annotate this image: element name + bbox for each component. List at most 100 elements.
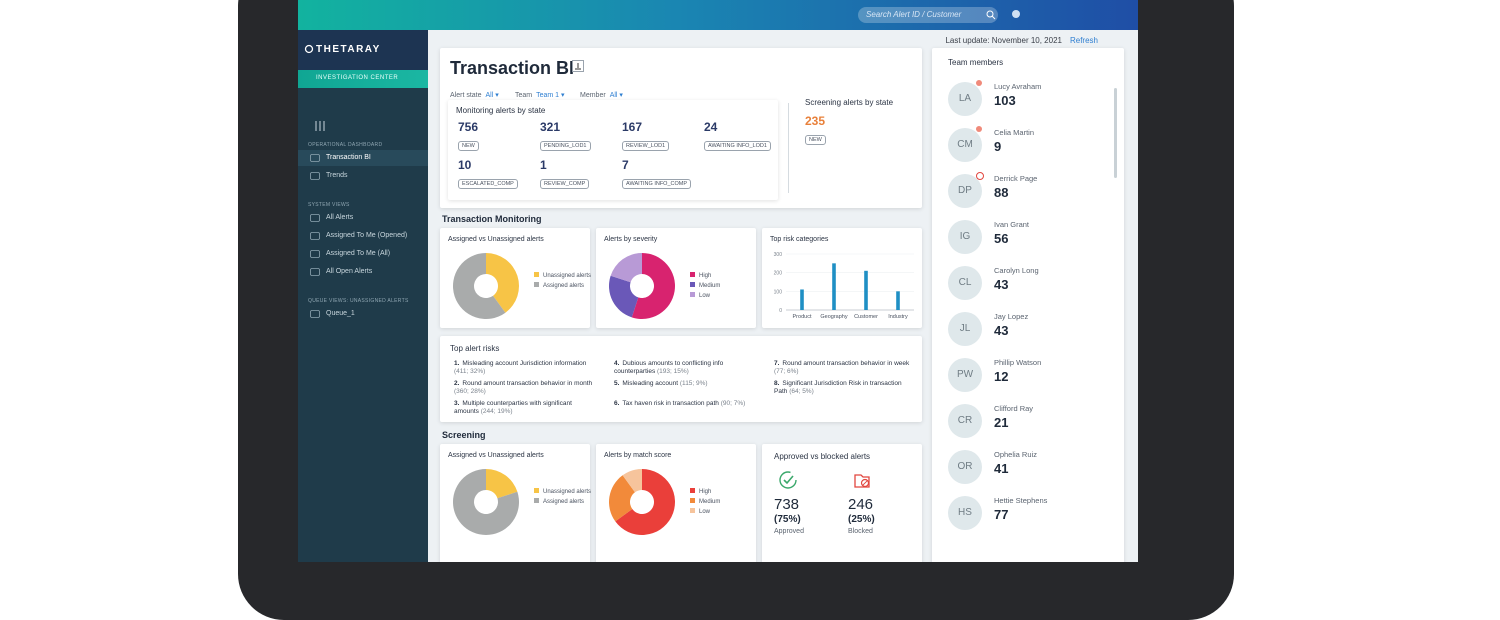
member-count: 56 — [994, 231, 1009, 246]
team-member[interactable]: CL Carolyn Long 43 — [932, 264, 1112, 306]
chart-title: Top risk categories — [770, 236, 829, 243]
nav-item[interactable]: Assigned To Me (All) — [298, 246, 428, 262]
member-name: Carolyn Long — [994, 266, 1039, 275]
avatar: CM — [948, 128, 982, 162]
team-member[interactable]: LA Lucy Avraham 103 — [932, 80, 1112, 122]
team-member[interactable]: CM Celia Martin 9 — [932, 126, 1112, 168]
legend-swatch — [690, 292, 695, 297]
section-title: Transaction Monitoring — [442, 214, 542, 224]
team-member[interactable]: PW Phillip Watson 12 — [932, 356, 1112, 398]
avatar: LA — [948, 82, 982, 116]
legend-swatch — [534, 282, 539, 287]
risk-text: Tax haven risk in transaction path — [622, 400, 719, 407]
alert-state[interactable]: 167 REVIEW_LOD1 — [622, 120, 670, 152]
search-icon[interactable] — [986, 10, 996, 20]
team-member[interactable]: DP Derrick Page 88 — [932, 172, 1112, 214]
body: Search Alert ID / Customer Last update: … — [238, 0, 1234, 620]
risk-item: 8. Significant Jurisdiction Risk in trans… — [774, 380, 914, 396]
help-icon[interactable] — [1010, 8, 1022, 20]
nav-item[interactable]: Transaction BI — [298, 150, 428, 166]
risk-text: Significant Jurisdiction Risk in transac… — [774, 380, 902, 395]
box-title: Screening alerts by state — [805, 98, 894, 107]
team-member[interactable]: IG Ivan Grant 56 — [932, 218, 1112, 260]
nav-item[interactable]: All Alerts — [298, 210, 428, 226]
risk-rank: 6. — [614, 400, 620, 407]
alert-count: 167 — [622, 120, 643, 134]
team-member[interactable]: CR Clifford Ray 21 — [932, 402, 1112, 444]
donut-segment — [453, 253, 506, 319]
chart-title: Alerts by severity — [604, 236, 658, 243]
filter-value[interactable]: Team 1 — [536, 92, 564, 99]
section-title: Screening — [442, 430, 486, 440]
alert-state-tag: NEW — [458, 141, 479, 151]
page: Transaction BI { "header": {"search_plac… — [238, 0, 1234, 620]
card-title: Top alert risks — [450, 344, 500, 353]
icon-shape — [310, 268, 320, 276]
alert-state[interactable]: 756 NEW — [458, 120, 479, 152]
legend-label: Medium — [699, 499, 721, 505]
nav-item-label: Assigned To Me (Opened) — [326, 232, 408, 239]
avatar: CL — [948, 266, 982, 300]
alert-state-tag: ESCALATED_COMP — [458, 179, 518, 189]
donut-segment — [486, 253, 519, 313]
filter-value[interactable]: All — [610, 92, 623, 99]
filter[interactable]: Alert state All — [450, 84, 499, 102]
alert-state-tag: NEW — [805, 135, 826, 145]
menu-icon[interactable] — [314, 120, 326, 132]
blocked-percent: (25%) — [848, 514, 875, 525]
team-member[interactable]: JL Jay Lopez 43 — [932, 310, 1112, 352]
team-member[interactable]: OR Ophelia Ruiz 41 — [932, 448, 1112, 490]
bar — [832, 263, 836, 310]
risk-detail: (77; 6%) — [774, 368, 799, 375]
legend-label: High — [699, 489, 712, 495]
donut-segment — [610, 253, 642, 283]
avatar: PW — [948, 358, 982, 392]
filter[interactable]: Team Team 1 — [515, 84, 565, 102]
top-alert-risks-card: Top alert risks 1. Misleading account Jur… — [440, 336, 922, 422]
alert-state[interactable]: 10 ESCALATED_COMP — [458, 158, 518, 190]
nav-section-title: OPERATIONAL DASHBOARD — [308, 142, 383, 148]
x-tick-label: Industry — [888, 314, 908, 320]
x-tick-label: Geography — [820, 314, 847, 320]
nav-item[interactable]: Assigned To Me (Opened) — [298, 228, 428, 244]
nav-item[interactable]: Trends — [298, 168, 428, 184]
separator — [788, 103, 789, 193]
nav-item[interactable]: All Open Alerts — [298, 264, 428, 280]
team-member[interactable]: HS Hettie Stephens 77 — [932, 494, 1112, 536]
legend-swatch — [690, 498, 695, 503]
chart-card: Alerts by severity High Medium Low — [596, 228, 756, 328]
screening-alerts-box: Screening alerts by state 235 NEW — [805, 98, 915, 158]
alert-count: 235 — [805, 114, 826, 128]
bar — [896, 291, 900, 310]
risk-item: 6. Tax haven risk in transaction path (90… — [614, 400, 754, 408]
alert-state-tag: REVIEW_COMP — [540, 179, 590, 189]
risk-rank: 8. — [774, 380, 780, 387]
alert-state[interactable]: 7 AWAITING INFO_COMP — [622, 158, 692, 190]
risk-rank: 5. — [614, 380, 620, 387]
download-icon[interactable] — [572, 60, 584, 72]
chart-title: Alerts by match score — [604, 452, 672, 459]
scrollbar[interactable] — [1114, 88, 1117, 178]
filter-value[interactable]: All — [486, 92, 499, 99]
box-title: Monitoring alerts by state — [456, 106, 546, 115]
donut-segment — [622, 469, 642, 493]
donut-chart — [609, 253, 675, 319]
legend-swatch — [690, 488, 695, 493]
refresh-link[interactable]: Refresh — [1069, 36, 1098, 45]
legend-item: Low — [690, 292, 710, 299]
team-panel: Team members LA Lucy Avraham 103 CM Celia Ma… — [932, 48, 1124, 562]
icon-shape — [310, 250, 320, 258]
member-name: Ophelia Ruiz — [994, 450, 1037, 459]
filter[interactable]: Member All — [580, 84, 623, 102]
legend-label: Low — [699, 509, 711, 515]
alert-state[interactable]: 321 PENDING_LOD1 — [540, 120, 591, 152]
page-title: Transaction BI — [450, 58, 575, 78]
nav-item[interactable]: Queue_1 — [298, 306, 428, 322]
alert-state[interactable]: 24 AWAITING INFO_LOD1 — [704, 120, 771, 152]
search-box[interactable]: Search Alert ID / Customer — [858, 7, 998, 23]
alert-state-tag: PENDING_LOD1 — [540, 141, 591, 151]
nav-section-title: QUEUE VIEWS: UNASSIGNED ALERTS — [308, 298, 409, 304]
chart-card: Assigned vs Unassigned alerts Unassigned … — [440, 228, 591, 328]
alert-state[interactable]: 1 REVIEW_COMP — [540, 158, 590, 190]
alert-state[interactable]: 235 NEW — [805, 114, 826, 146]
